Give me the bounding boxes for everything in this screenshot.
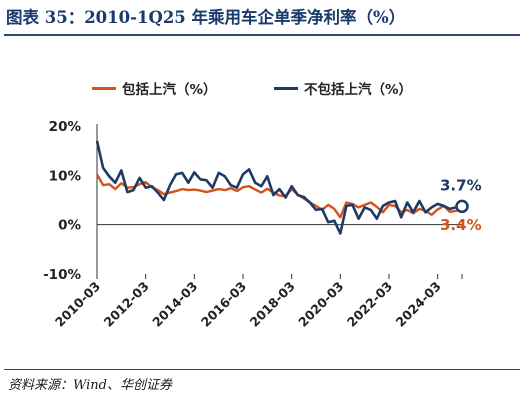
x-tick-label: 2014-03: [149, 279, 200, 330]
x-tick-label: 2010-03: [52, 279, 103, 330]
annotation-incl-last: 3.4%: [440, 216, 482, 234]
x-tick-label: 2022-03: [344, 279, 395, 330]
legend-item-excl: 不包括上汽（%）: [274, 78, 412, 98]
y-tick-label: 20%: [49, 119, 82, 135]
series-line-excl: [95, 140, 463, 235]
annotation-excl-last: 3.7%: [440, 176, 482, 194]
y-tick-label: 10%: [49, 168, 82, 184]
x-tick-label: 2020-03: [295, 279, 346, 330]
y-tick-label: 0%: [58, 218, 81, 234]
x-tick-label: 2016-03: [198, 279, 249, 330]
title-divider: [4, 34, 520, 36]
chart-legend: 包括上汽（%） 不包括上汽（%）: [0, 78, 524, 98]
legend-label-excl: 不包括上汽（%）: [304, 82, 413, 98]
legend-item-incl: 包括上汽（%）: [92, 78, 217, 98]
footer-divider: [4, 369, 520, 370]
chart-title: 图表 35：2010-1Q25 年乘用车企单季净利率（%）: [6, 8, 406, 27]
x-tick-label: 2024-03: [393, 279, 444, 330]
y-tick-label: -10%: [43, 267, 81, 283]
legend-label-incl: 包括上汽（%）: [122, 82, 217, 98]
x-tick-label: 2012-03: [101, 279, 152, 330]
legend-swatch-incl: [92, 86, 116, 90]
series-line-incl: [95, 173, 463, 219]
x-tick-label: 2018-03: [247, 279, 298, 330]
source-note: 资料来源：Wind、华创证券: [8, 378, 172, 393]
legend-swatch-excl: [274, 86, 298, 90]
line-chart: 20% 10% 0% -10%2010-032012-032014-032016-03…: [43, 119, 482, 330]
last-point-marker: [455, 199, 469, 214]
